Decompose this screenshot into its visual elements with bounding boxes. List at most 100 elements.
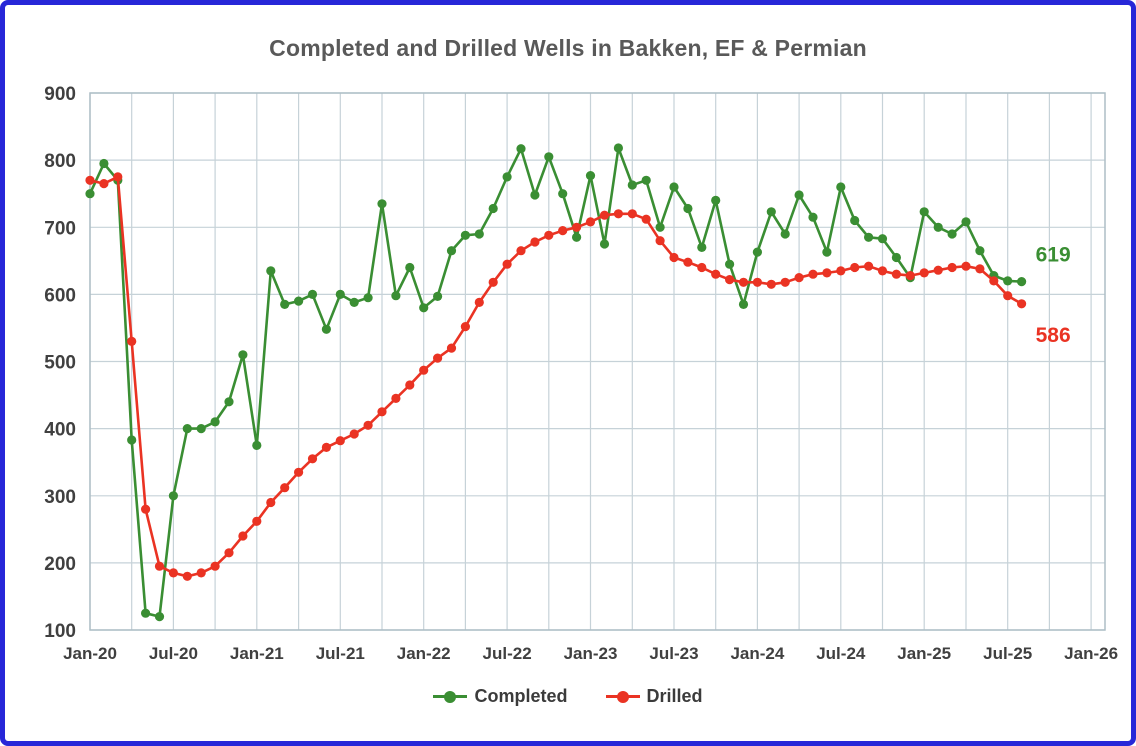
series-drilled-point: [850, 262, 860, 273]
series-completed-point: [697, 242, 707, 252]
series-drilled-point: [725, 275, 735, 285]
series-drilled-point: [488, 277, 498, 287]
series-drilled-point: [558, 226, 568, 236]
series-drilled-point: [822, 268, 832, 278]
series-completed-point: [224, 397, 234, 407]
series-drilled-point: [182, 571, 192, 581]
series-drilled-point: [905, 271, 915, 281]
series-completed-point: [238, 350, 248, 360]
series-completed-point: [168, 491, 178, 501]
series-drilled-point: [836, 266, 846, 276]
series-completed-point: [919, 207, 929, 217]
series-drilled-point: [252, 516, 262, 526]
series-drilled-point: [266, 497, 276, 508]
svg-text:Jul-20: Jul-20: [149, 644, 198, 663]
series-drilled-point: [599, 210, 610, 220]
series-drilled-point: [141, 504, 151, 514]
series-drilled-point: [446, 343, 457, 353]
series-completed-point: [877, 234, 888, 244]
series-completed-point: [321, 324, 331, 334]
series-completed-point: [349, 297, 359, 307]
end-label-drilled: 586: [1036, 324, 1071, 347]
series-drilled-point: [585, 217, 596, 227]
series-completed-point: [711, 195, 721, 205]
series-completed-point: [99, 158, 109, 169]
series-drilled-point: [961, 261, 971, 271]
series-completed-point: [196, 424, 206, 434]
series-drilled-point: [419, 365, 429, 375]
series-drilled-point: [460, 322, 470, 332]
series-completed-point: [836, 182, 846, 192]
series-completed-point: [613, 143, 624, 153]
series-completed-point: [585, 171, 596, 181]
series-completed-point: [655, 222, 665, 232]
series-drilled-point: [891, 269, 902, 279]
completed-marker-icon: [444, 690, 457, 703]
series-drilled-point: [711, 269, 721, 279]
chart-title: Completed and Drilled Wells in Bakken, E…: [269, 35, 867, 61]
svg-text:Jan-21: Jan-21: [230, 644, 284, 663]
series-drilled-point: [780, 277, 790, 287]
svg-text:Jan-24: Jan-24: [730, 644, 784, 663]
series-drilled-point: [975, 264, 985, 274]
svg-text:700: 700: [44, 218, 76, 239]
series-completed-point: [627, 180, 637, 190]
legend-item-completed: Completed: [433, 686, 568, 707]
svg-text:500: 500: [44, 353, 76, 374]
series-completed-point: [474, 229, 484, 239]
series-drilled-point: [335, 436, 345, 446]
series-drilled-point: [933, 265, 943, 275]
series-completed-point: [544, 152, 554, 162]
series-drilled-point: [752, 277, 763, 287]
series-drilled-point: [307, 454, 318, 464]
svg-text:Jul-24: Jul-24: [816, 644, 866, 663]
series-completed-point: [419, 303, 429, 313]
series-completed-point: [572, 232, 582, 242]
series-drilled-point: [1003, 291, 1013, 301]
series-drilled-point: [877, 266, 888, 276]
series-drilled-point: [864, 261, 874, 271]
series-drilled-point: [641, 214, 651, 224]
series-drilled-point: [238, 531, 248, 541]
series-drilled-point: [738, 277, 749, 287]
svg-text:Jul-23: Jul-23: [649, 644, 698, 663]
series-drilled-point: [697, 262, 707, 273]
series-drilled-point: [363, 420, 373, 430]
series-drilled-point: [669, 252, 679, 263]
series-drilled-point: [99, 179, 109, 189]
series-completed-point: [599, 239, 610, 249]
series-drilled-point: [280, 483, 290, 493]
series-drilled-point: [168, 568, 178, 578]
svg-text:Jul-22: Jul-22: [483, 644, 532, 663]
series-completed-point: [210, 417, 220, 427]
series-completed-point: [641, 175, 651, 185]
series-drilled-point: [349, 429, 359, 439]
series-drilled-point: [85, 175, 95, 185]
series-completed-point: [294, 296, 304, 306]
series-completed-point: [182, 424, 192, 434]
svg-text:Jan-26: Jan-26: [1064, 644, 1118, 663]
series-completed-point: [669, 182, 679, 192]
series-drilled-point: [530, 237, 540, 247]
series-completed-point: [947, 229, 957, 239]
series-completed-point: [391, 291, 401, 301]
series-completed-point: [891, 252, 902, 263]
series-drilled-point: [113, 172, 123, 182]
series-completed-point: [141, 608, 151, 618]
series-completed-point: [683, 203, 693, 214]
series-completed-point: [766, 207, 776, 217]
series-completed-point: [127, 435, 137, 445]
series-drilled-point: [655, 236, 665, 246]
svg-text:Jan-22: Jan-22: [397, 644, 451, 663]
svg-text:Jul-21: Jul-21: [316, 644, 365, 663]
gridlines: [89, 92, 1106, 631]
series-drilled-point: [544, 230, 554, 240]
series-drilled-point: [405, 380, 415, 390]
y-axis-labels: 100 200 300 400 500 600 700 800 900: [44, 84, 76, 642]
series-completed-point: [363, 293, 373, 303]
series-completed-point: [280, 299, 290, 309]
series-completed-point: [502, 172, 512, 182]
series-completed-point: [780, 229, 790, 239]
